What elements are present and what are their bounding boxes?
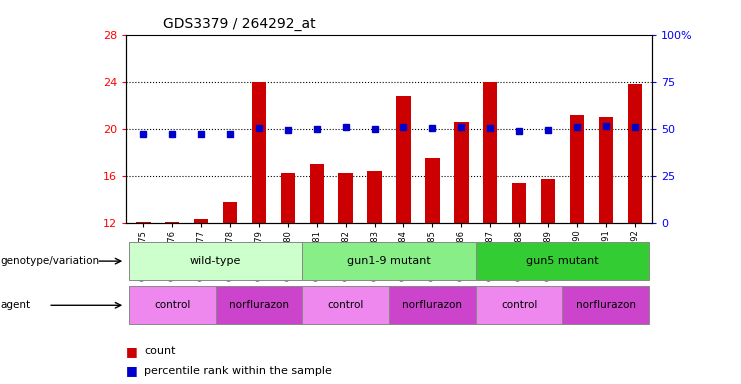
Bar: [483, 82, 497, 223]
Bar: [252, 82, 266, 223]
Text: ■: ■: [126, 364, 138, 377]
Bar: [425, 158, 439, 223]
Bar: [339, 173, 353, 223]
Bar: [194, 219, 208, 223]
Text: genotype/variation: genotype/variation: [0, 256, 99, 266]
Text: ■: ■: [126, 345, 138, 358]
Text: agent: agent: [0, 300, 30, 310]
Bar: [570, 114, 584, 223]
Text: gun5 mutant: gun5 mutant: [526, 256, 599, 266]
Text: control: control: [328, 300, 364, 310]
Bar: [281, 173, 295, 223]
Text: count: count: [144, 346, 176, 356]
Bar: [310, 164, 324, 223]
Text: gun1-9 mutant: gun1-9 mutant: [347, 256, 431, 266]
Bar: [599, 117, 613, 223]
Text: control: control: [154, 300, 190, 310]
Bar: [541, 179, 555, 223]
Text: norflurazon: norflurazon: [576, 300, 636, 310]
Bar: [396, 96, 411, 223]
Text: norflurazon: norflurazon: [402, 300, 462, 310]
Text: GDS3379 / 264292_at: GDS3379 / 264292_at: [163, 17, 316, 31]
Bar: [368, 171, 382, 223]
Text: norflurazon: norflurazon: [229, 300, 289, 310]
Bar: [165, 222, 179, 223]
Bar: [136, 222, 150, 223]
Bar: [223, 202, 237, 223]
Bar: [512, 183, 526, 223]
Text: wild-type: wild-type: [190, 256, 242, 266]
Bar: [454, 122, 468, 223]
Text: control: control: [501, 300, 537, 310]
Bar: [628, 84, 642, 223]
Text: percentile rank within the sample: percentile rank within the sample: [144, 366, 333, 376]
